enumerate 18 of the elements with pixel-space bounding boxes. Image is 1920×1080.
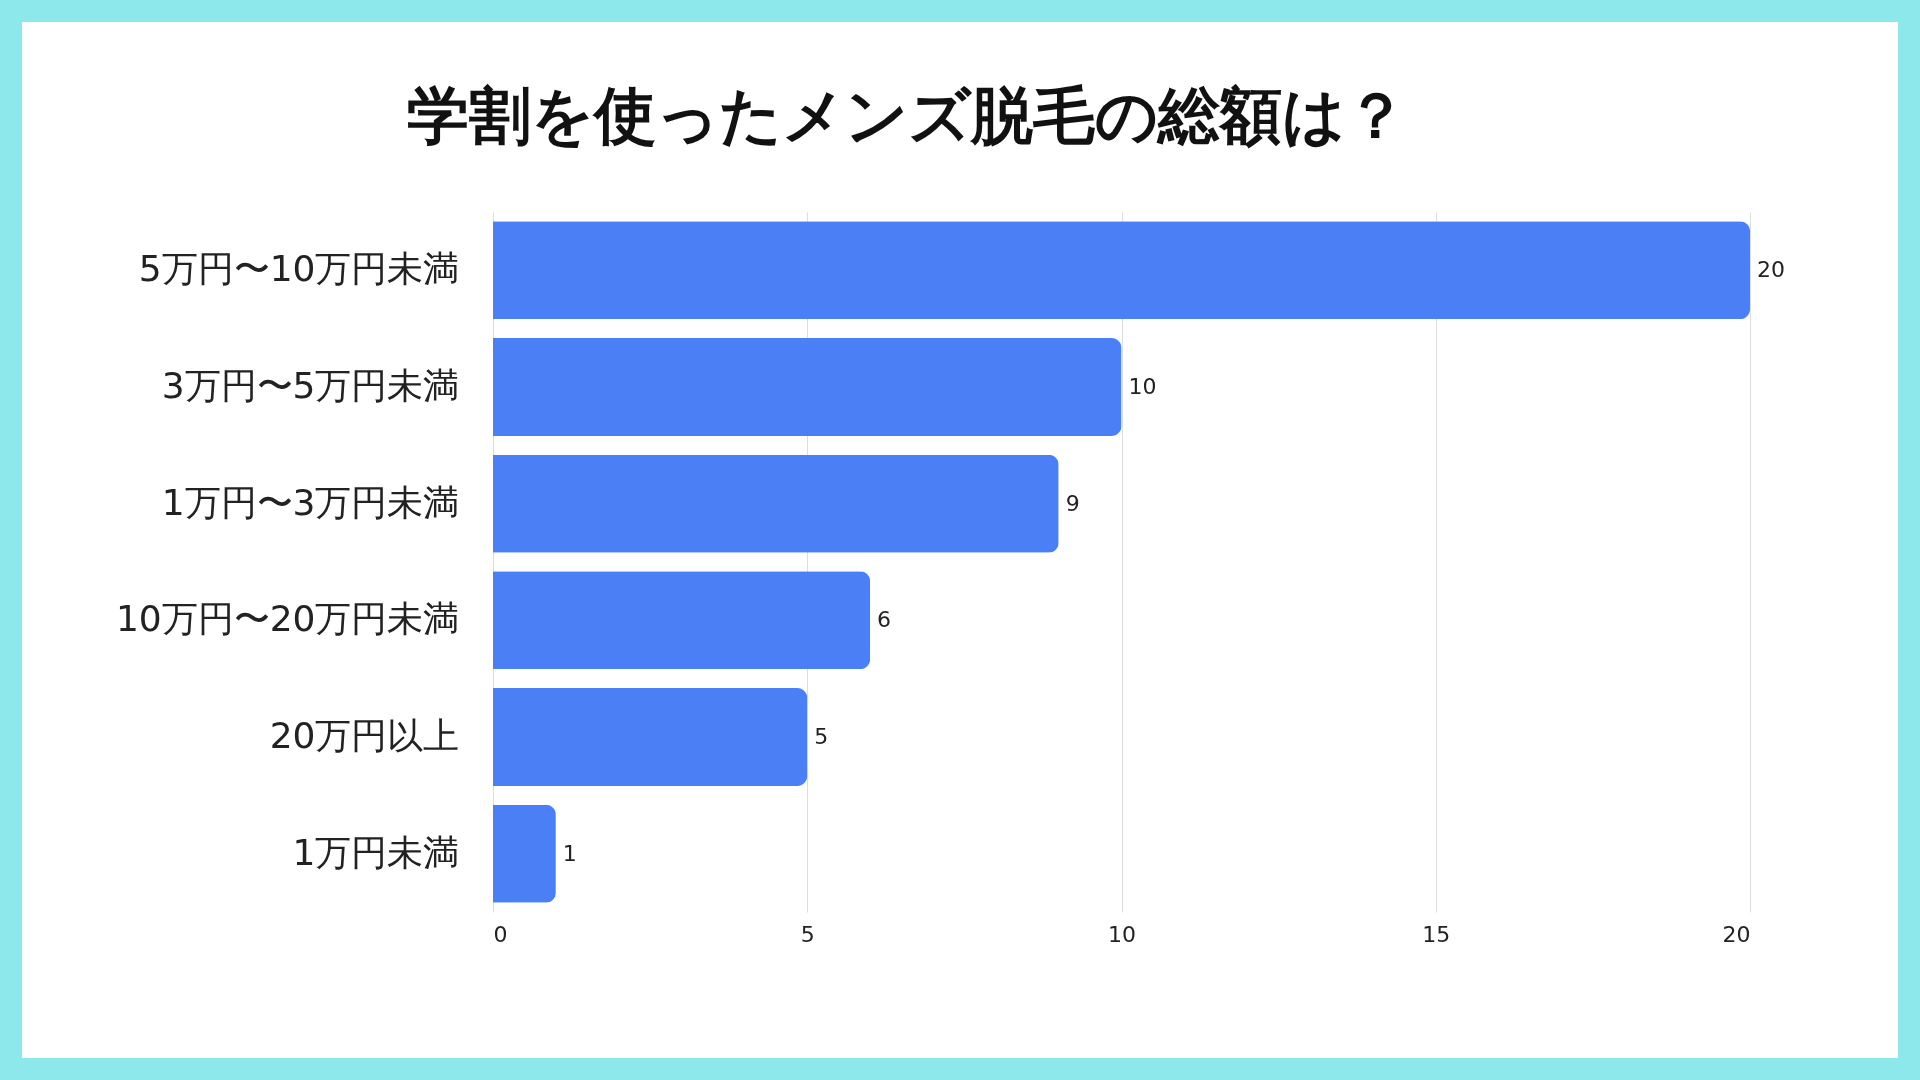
x-tick-label: 10 <box>1108 921 1136 947</box>
data-label: 5 <box>814 724 829 749</box>
y-tick-label: 1万円〜3万円未満 <box>161 481 460 523</box>
x-tick-label: 5 <box>800 921 815 947</box>
y-tick-label: 10万円〜20万円未満 <box>115 598 460 640</box>
data-label: 1 <box>562 840 577 866</box>
y-tick-label: 1万円未満 <box>292 831 460 873</box>
chart-title: 学割を使ったメンズ脱毛の総額は？ <box>406 79 1407 152</box>
y-tick-label: 3万円〜5万円未満 <box>161 365 460 406</box>
x-tick-label: 20 <box>1722 921 1751 947</box>
y-tick-label: 20万円以上 <box>269 715 460 756</box>
x-tick-label: 0 <box>493 921 508 947</box>
data-label: 20 <box>1757 257 1785 283</box>
x-tick-label: 15 <box>1422 921 1451 947</box>
data-label: 9 <box>1065 490 1080 516</box>
y-tick-label: 5万円〜10万円未満 <box>138 248 460 290</box>
data-label: 6 <box>877 607 892 633</box>
data-label: 10 <box>1128 374 1157 399</box>
